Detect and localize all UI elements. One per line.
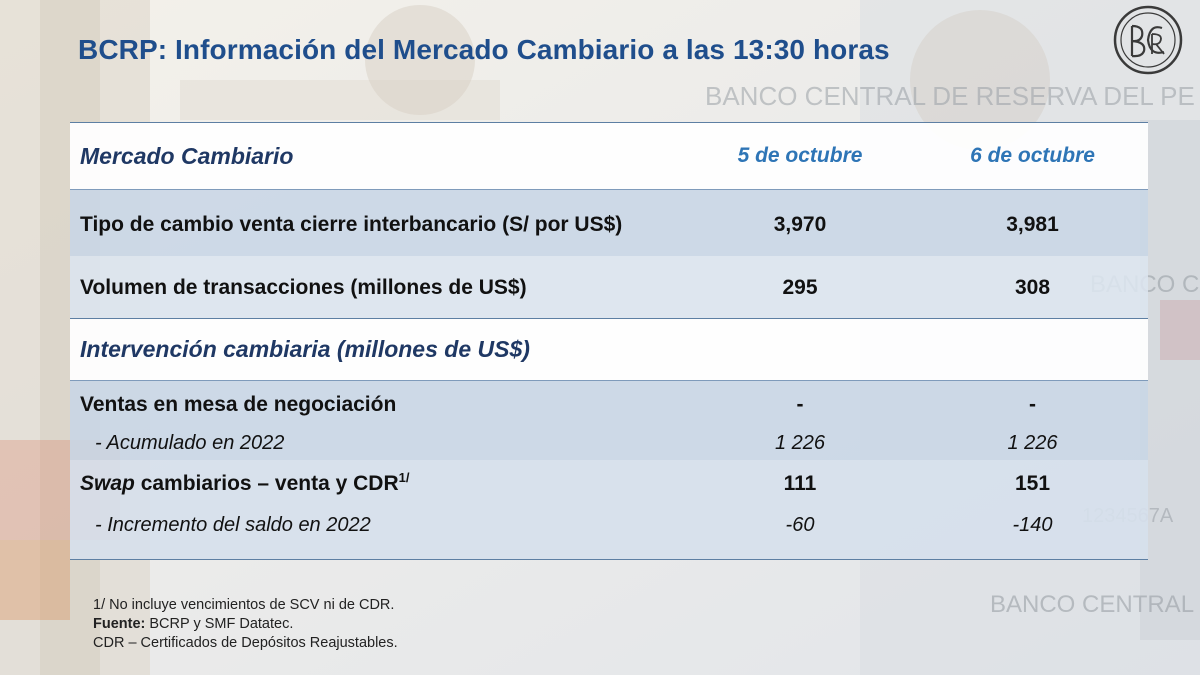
row-value-1: 295 — [782, 276, 818, 299]
footnote-cdr: CDR – Certificados de Depósitos Reajusta… — [93, 635, 398, 651]
swap-italic: Swap — [80, 472, 135, 495]
header-date-1: 5 de octubre — [737, 144, 863, 167]
page-title: BCRP: Información del Mercado Cambiario … — [78, 34, 890, 65]
section-label: Intervención cambiaria (millones de US$) — [80, 336, 530, 362]
row-value-2: - — [1029, 393, 1036, 416]
row-label: Ventas en mesa de negociación — [80, 393, 397, 416]
row-value-2: 3,981 — [1006, 213, 1059, 236]
exchange-market-table: Mercado Cambiario 5 de octubre 6 de octu… — [70, 122, 1148, 560]
row-label: Volumen de transacciones (millones de US… — [80, 276, 527, 299]
sub-row-value-1: -60 — [785, 514, 815, 536]
swap-footnote-mark: 1/ — [398, 470, 410, 485]
source-text: BCRP y SMF Datatec. — [145, 616, 294, 632]
bank-name-watermark-1: BANCO CENTRAL DE RESERVA DEL PE — [705, 81, 1195, 111]
bcr-logo-icon — [1113, 5, 1183, 75]
sub-row-value-1: 1 226 — [774, 432, 826, 454]
table-row-ventas: Ventas en mesa de negociación - - - Acum… — [70, 380, 1148, 460]
table-row-exchange-rate: Tipo de cambio venta cierre interbancari… — [70, 189, 1148, 256]
sub-row-value-2: -140 — [1012, 514, 1053, 536]
sub-row-value-2: 1 226 — [1007, 432, 1058, 454]
header-date-2: 6 de octubre — [970, 144, 1095, 167]
table-row-swap: Swap cambiarios – venta y CDR1/ 111 151 … — [70, 460, 1148, 559]
row-value-1: 111 — [783, 472, 817, 495]
sub-row-label: - Acumulado en 2022 — [95, 432, 285, 454]
row-label: Swap cambiarios – venta y CDR1/ — [80, 470, 409, 496]
row-value-1: 3,970 — [773, 213, 827, 236]
footnote-source: Fuente: BCRP y SMF Datatec. — [93, 615, 398, 634]
table-header-row: Mercado Cambiario 5 de octubre 6 de octu… — [70, 123, 1148, 189]
footnote-1: 1/ No incluye vencimientos de SCV ni de … — [93, 597, 395, 613]
footnotes: 1/ No incluye vencimientos de SCV ni de … — [93, 596, 398, 653]
table-row-volume: Volumen de transacciones (millones de US… — [70, 256, 1148, 318]
swap-rest: cambiarios – venta y CDR — [134, 472, 399, 495]
bank-name-watermark-3: BANCO CENTRAL DE — [990, 591, 1200, 618]
row-value-2: 151 — [1014, 472, 1051, 495]
source-label: Fuente: — [93, 616, 146, 632]
sub-row-label: - Incremento del saldo en 2022 — [95, 514, 371, 536]
row-value-2: 308 — [1014, 276, 1051, 299]
header-label: Mercado Cambiario — [80, 143, 294, 169]
table-section-intervention: Intervención cambiaria (millones de US$) — [70, 318, 1148, 380]
row-label: Tipo de cambio venta cierre interbancari… — [80, 213, 623, 236]
row-value-1: - — [796, 393, 804, 416]
